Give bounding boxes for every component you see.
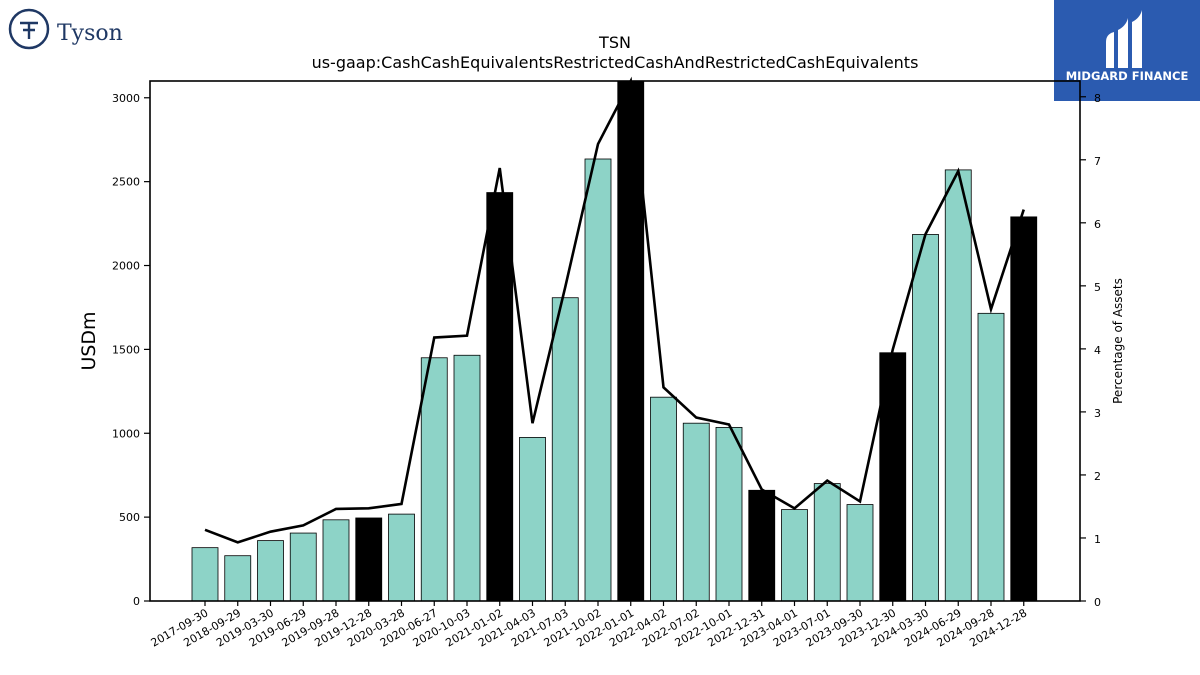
y-tick-label: 500 — [119, 511, 140, 524]
bar-2021-10-02 — [584, 158, 612, 602]
y2-tick-label: 4 — [1094, 344, 1101, 357]
bar-2020-03-28 — [388, 513, 415, 602]
chart-title: TSN — [598, 33, 631, 52]
bar-2019-06-29 — [289, 532, 317, 602]
bar-2023-04-01 — [781, 509, 808, 602]
bar-2023-09-30 — [846, 504, 874, 602]
tyson-logo-text: Tyson — [57, 21, 123, 46]
y2-tick-label: 0 — [1094, 596, 1101, 609]
y-tick-label: 2000 — [112, 260, 140, 273]
y2-tick-label: 2 — [1094, 470, 1101, 483]
bar-2020-10-03 — [453, 354, 481, 602]
y-tick-label: 3000 — [112, 92, 140, 105]
bar-2024-12-28 — [1010, 216, 1038, 602]
y2-tick-label: 1 — [1094, 533, 1101, 546]
y2-tick-label: 8 — [1094, 92, 1101, 105]
y-tick-label: 1000 — [112, 427, 140, 440]
y-tick-label: 1500 — [112, 343, 140, 356]
bar-2021-01-02 — [486, 192, 514, 602]
y-tick-label: 0 — [133, 595, 140, 608]
x-axis: 2017-09-302018-09-292019-03-302019-06-29… — [149, 601, 1029, 650]
bar-2019-03-30 — [257, 540, 284, 602]
y-tick-label: 2500 — [112, 176, 140, 189]
tyson-logo: Tyson — [8, 8, 123, 50]
percentage-of-assets-line — [204, 76, 1025, 544]
y-axis-right: 0 1 2 3 4 5 6 7 8 — [1080, 92, 1101, 609]
bar-2018-09-29 — [224, 555, 252, 602]
y2-tick-label: 5 — [1094, 281, 1101, 294]
bar-2020-06-27 — [420, 357, 448, 602]
bar-2022-10-01 — [715, 426, 743, 602]
y2-tick-label: 7 — [1094, 155, 1101, 168]
plot-frame — [149, 80, 1081, 602]
y2-axis-label: Percentage of Assets — [1111, 278, 1125, 404]
y2-tick-label: 3 — [1094, 407, 1101, 420]
bar-2022-12-31 — [748, 489, 776, 602]
y2-tick-label: 6 — [1094, 218, 1101, 231]
midgard-finance-logo: MIDGARD FINANCE — [1054, 0, 1200, 101]
bar-2022-07-02 — [682, 422, 710, 602]
bar-2022-01-01 — [617, 80, 645, 602]
y-axis-label: USDm — [78, 311, 100, 370]
bar-2019-09-28 — [322, 519, 350, 602]
tyson-emblem-mark — [20, 21, 38, 39]
bar-2024-03-30 — [912, 234, 939, 602]
chart-subtitle: us-gaap:CashCashEquivalentsRestrictedCas… — [312, 53, 919, 72]
bar-2021-07-03 — [551, 297, 579, 602]
bars-group — [191, 80, 1038, 602]
tyson-emblem-icon — [8, 8, 50, 50]
midgard-emblem-icon — [1106, 10, 1142, 68]
bar-2024-06-29 — [944, 169, 972, 602]
bar-2022-04-02 — [650, 396, 677, 602]
bar-2017-09-30 — [191, 547, 219, 602]
bar-2023-07-01 — [813, 483, 841, 602]
midgard-logo-text: MIDGARD FINANCE — [1066, 69, 1189, 83]
y-axis-left: 0 500 1000 1500 2000 2500 3000 — [112, 92, 150, 608]
bar-2021-04-03 — [519, 437, 546, 602]
bar-2024-09-28 — [977, 312, 1005, 602]
bar-2019-12-28 — [355, 517, 383, 602]
